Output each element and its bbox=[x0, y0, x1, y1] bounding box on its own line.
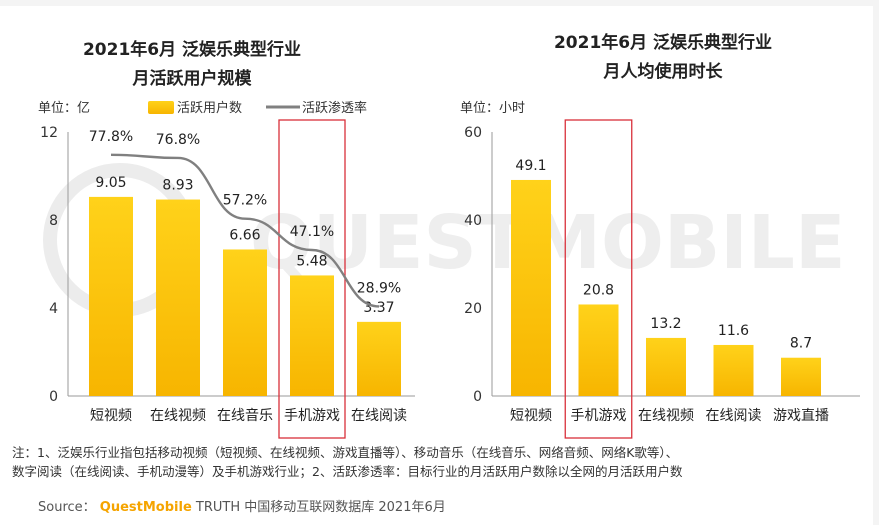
bar-value-label: 8.93 bbox=[162, 178, 193, 194]
page-right-border bbox=[873, 0, 879, 525]
chart-monthly-usage-time: 2021年6月 泛娱乐典型行业 月人均使用时长 单位：小时 0 20 40 60 49… bbox=[460, 32, 860, 439]
y-tick-label: 0 bbox=[473, 389, 482, 405]
y-tick-label: 60 bbox=[464, 125, 482, 141]
unit-label: 单位：小时 bbox=[460, 101, 525, 116]
line-value-label: 47.1% bbox=[290, 224, 334, 240]
x-category-label: 在线视频 bbox=[638, 408, 694, 424]
bar bbox=[223, 249, 267, 396]
bar-value-label: 9.05 bbox=[95, 175, 126, 191]
bar bbox=[357, 321, 401, 396]
bar bbox=[713, 344, 754, 396]
x-category-label: 手机游戏 bbox=[284, 408, 340, 424]
penetration-rate-line bbox=[110, 153, 380, 308]
legend-bar-swatch bbox=[148, 101, 174, 114]
footnote-line-1: 注：1、泛娱乐行业指包括移动视频（短视频、在线视频、游戏直播等）、移动音乐（在线… bbox=[12, 445, 679, 460]
footnote-line-2: 数字阅读（在线阅读、手机动漫等）及手机游戏行业；2、活跃渗透率：目标行业的月活跃… bbox=[12, 464, 683, 479]
unit-label: 单位：亿 bbox=[38, 101, 90, 116]
bar bbox=[156, 199, 200, 396]
chart-title: 2021年6月 泛娱乐典型行业 bbox=[83, 39, 301, 60]
x-category-label: 短视频 bbox=[90, 408, 132, 424]
x-category-label: 在线视频 bbox=[150, 408, 206, 424]
source-prefix: Source： bbox=[38, 500, 96, 515]
bar-value-label: 8.7 bbox=[790, 336, 812, 352]
bar-value-label: 6.66 bbox=[229, 227, 260, 243]
bar-value-label: 5.48 bbox=[296, 253, 327, 269]
legend-line-label: 活跃渗透率 bbox=[302, 100, 367, 116]
bar bbox=[511, 179, 551, 396]
x-category-label: 在线阅读 bbox=[351, 407, 407, 424]
y-tick-label: 20 bbox=[464, 301, 482, 317]
page-top-border bbox=[0, 0, 879, 6]
x-category-label: 游戏直播 bbox=[773, 407, 829, 424]
source-line: Source： QuestMobile TRUTH 中国移动互联网数据库 202… bbox=[38, 496, 446, 515]
bar bbox=[781, 357, 821, 396]
line-value-label: 28.9% bbox=[357, 280, 401, 296]
x-category-label: 在线阅读 bbox=[706, 407, 762, 424]
chart-monthly-active-users: 2021年6月 泛娱乐典型行业 月活跃用户规模 单位：亿 活跃用户数 活跃渗透率… bbox=[38, 39, 415, 439]
chart-subtitle: 月活跃用户规模 bbox=[132, 68, 253, 89]
line-value-label: 57.2% bbox=[223, 193, 267, 209]
bar bbox=[290, 275, 334, 396]
x-category-label: 手机游戏 bbox=[571, 408, 627, 424]
source-rest: TRUTH 中国移动互联网数据库 2021年6月 bbox=[191, 500, 446, 515]
bar-value-label: 3.37 bbox=[363, 300, 394, 316]
legend: 活跃用户数 活跃渗透率 bbox=[148, 100, 367, 116]
bar bbox=[646, 337, 686, 396]
bar-value-label: 20.8 bbox=[583, 282, 614, 298]
bar-value-label: 13.2 bbox=[650, 316, 681, 332]
source-brand: QuestMobile bbox=[99, 500, 192, 515]
bar bbox=[578, 304, 619, 396]
chart-title: 2021年6月 泛娱乐典型行业 bbox=[554, 32, 772, 53]
bar-value-label: 11.6 bbox=[718, 323, 749, 339]
y-tick-label: 12 bbox=[40, 125, 58, 141]
bar-value-label: 49.1 bbox=[515, 158, 546, 174]
line-value-label: 76.8% bbox=[156, 132, 200, 148]
y-tick-label: 4 bbox=[49, 301, 58, 317]
legend-bar-label: 活跃用户数 bbox=[177, 100, 242, 116]
bar bbox=[89, 196, 133, 396]
y-tick-label: 40 bbox=[464, 213, 482, 229]
x-category-label: 短视频 bbox=[510, 408, 552, 424]
y-tick-label: 0 bbox=[49, 389, 58, 405]
y-tick-label: 8 bbox=[49, 213, 58, 229]
highlight-box bbox=[564, 119, 633, 439]
x-category-label: 在线音乐 bbox=[217, 407, 273, 424]
chart-subtitle: 月人均使用时长 bbox=[603, 61, 724, 82]
line-value-label: 77.8% bbox=[89, 129, 133, 145]
